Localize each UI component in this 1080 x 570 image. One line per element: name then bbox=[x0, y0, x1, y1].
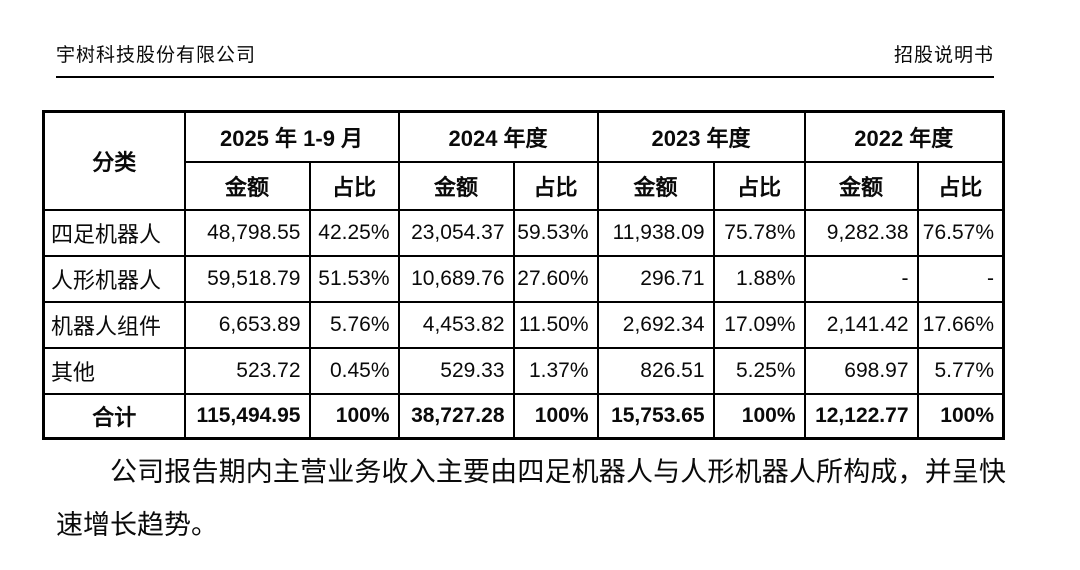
cell-amount: 15,753.65 bbox=[596, 392, 715, 440]
header-ratio-2025: 占比 bbox=[308, 160, 400, 211]
header-period-2022: 2022 年度 bbox=[803, 110, 1005, 163]
cell-amount: 12,122.77 bbox=[803, 392, 919, 440]
cell-amount: 48,798.55 bbox=[183, 208, 311, 257]
cell-ratio: 59.53% bbox=[512, 208, 599, 257]
cell-amount: 698.97 bbox=[803, 346, 919, 395]
header-period-2024: 2024 年度 bbox=[397, 110, 599, 163]
cell-ratio: 0.45% bbox=[308, 346, 400, 395]
page-header: 宇树科技股份有限公司 招股说明书 bbox=[56, 40, 994, 78]
cell-ratio: 1.88% bbox=[712, 254, 806, 303]
document-type-label: 招股说明书 bbox=[893, 45, 994, 66]
header-amount-2024: 金额 bbox=[397, 160, 515, 211]
cell-amount: 6,653.89 bbox=[183, 300, 311, 349]
header-ratio-2022: 占比 bbox=[916, 160, 1005, 211]
cell-ratio: 100% bbox=[512, 392, 599, 440]
cell-ratio: 51.53% bbox=[308, 254, 400, 303]
cell-amount: 9,282.38 bbox=[803, 208, 919, 257]
header-category: 分类 bbox=[42, 110, 186, 211]
cell-amount: 23,054.37 bbox=[397, 208, 515, 257]
cell-ratio: 5.77% bbox=[916, 346, 1005, 395]
table-row-others: 其他 523.72 0.45% 529.33 1.37% 826.51 5.25… bbox=[42, 346, 1005, 395]
cell-amount: 2,692.34 bbox=[596, 300, 715, 349]
header-ratio-2023: 占比 bbox=[712, 160, 806, 211]
cell-ratio: 42.25% bbox=[308, 208, 400, 257]
cell-amount: 826.51 bbox=[596, 346, 715, 395]
body-paragraph: 公司报告期内主营业务收入主要由四足机器人与人形机器人所构成，并呈快速增长趋势。 bbox=[56, 457, 1006, 540]
header-amount-2025: 金额 bbox=[183, 160, 311, 211]
table-row-robot-components: 机器人组件 6,653.89 5.76% 4,453.82 11.50% 2,6… bbox=[42, 300, 1005, 349]
table-row-quadruped-robots: 四足机器人 48,798.55 42.25% 23,054.37 59.53% … bbox=[42, 208, 1005, 257]
header-period-2023: 2023 年度 bbox=[596, 110, 806, 163]
cell-amount: 11,938.09 bbox=[596, 208, 715, 257]
cell-amount: 2,141.42 bbox=[803, 300, 919, 349]
table-row-humanoid-robots: 人形机器人 59,518.79 51.53% 10,689.76 27.60% … bbox=[42, 254, 1005, 303]
cell-amount: 10,689.76 bbox=[397, 254, 515, 303]
cell-amount: 59,518.79 bbox=[183, 254, 311, 303]
cell-ratio: 11.50% bbox=[512, 300, 599, 349]
cell-ratio: 76.57% bbox=[916, 208, 1005, 257]
row-category: 其他 bbox=[42, 346, 186, 395]
cell-amount: - bbox=[803, 254, 919, 303]
cell-ratio: 5.25% bbox=[712, 346, 806, 395]
cell-ratio: 100% bbox=[712, 392, 806, 440]
cell-amount: 523.72 bbox=[183, 346, 311, 395]
total-label: 合计 bbox=[42, 392, 186, 440]
cell-ratio: 17.66% bbox=[916, 300, 1005, 349]
cell-ratio: 5.76% bbox=[308, 300, 400, 349]
row-category: 四足机器人 bbox=[42, 208, 186, 257]
cell-ratio: 1.37% bbox=[512, 346, 599, 395]
cell-ratio: 100% bbox=[308, 392, 400, 440]
cell-ratio: 27.60% bbox=[512, 254, 599, 303]
row-category: 人形机器人 bbox=[42, 254, 186, 303]
cell-ratio: 75.78% bbox=[712, 208, 806, 257]
cell-amount: 38,727.28 bbox=[397, 392, 515, 440]
cell-amount: 296.71 bbox=[596, 254, 715, 303]
company-name: 宇树科技股份有限公司 bbox=[56, 45, 257, 66]
revenue-breakdown-table: 分类 2025 年 1-9 月 2024 年度 2023 年度 2022 年度 … bbox=[42, 110, 1006, 440]
header-amount-2023: 金额 bbox=[596, 160, 715, 211]
table-row-total: 合计 115,494.95 100% 38,727.28 100% 15,753… bbox=[42, 392, 1005, 440]
cell-amount: 529.33 bbox=[397, 346, 515, 395]
row-category: 机器人组件 bbox=[42, 300, 186, 349]
header-ratio-2024: 占比 bbox=[512, 160, 599, 211]
cell-ratio: 17.09% bbox=[712, 300, 806, 349]
cell-ratio: 100% bbox=[916, 392, 1005, 440]
cell-ratio: - bbox=[916, 254, 1005, 303]
cell-amount: 115,494.95 bbox=[183, 392, 311, 440]
cell-amount: 4,453.82 bbox=[397, 300, 515, 349]
header-period-2025: 2025 年 1-9 月 bbox=[183, 110, 400, 163]
header-amount-2022: 金额 bbox=[803, 160, 919, 211]
